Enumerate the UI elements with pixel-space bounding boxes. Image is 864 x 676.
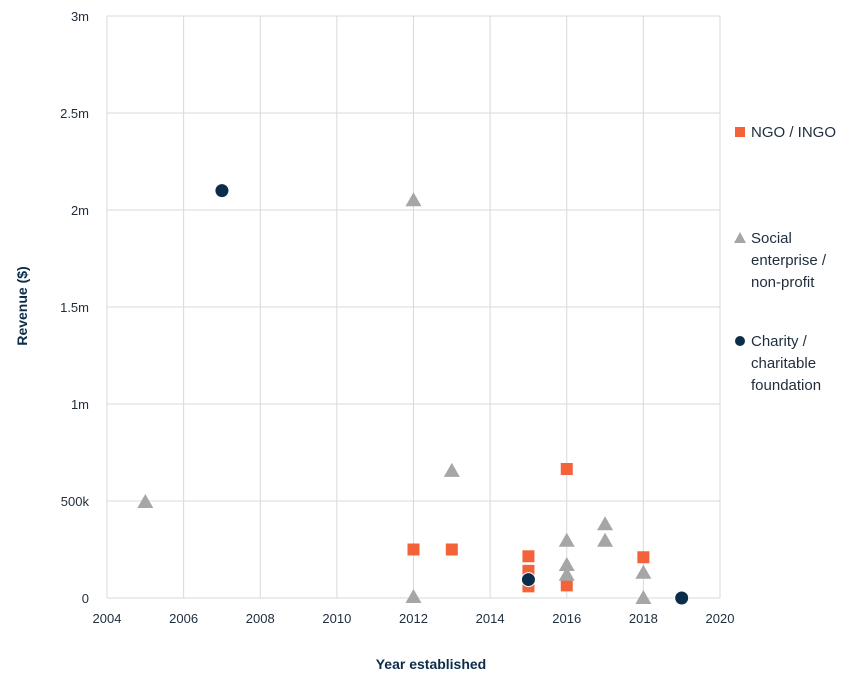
series-triangle xyxy=(137,192,652,604)
legend-square-icon xyxy=(735,127,745,137)
triangle-point xyxy=(635,590,652,604)
circle-point xyxy=(674,590,690,606)
x-tick-label: 2008 xyxy=(246,611,275,626)
square-point xyxy=(560,462,573,475)
circle-point xyxy=(214,183,230,199)
legend: NGO / INGO Social enterprise / non-profit Ch… xyxy=(734,124,836,394)
x-tick-label: 2018 xyxy=(629,611,658,626)
legend-label: Social xyxy=(751,230,792,247)
grid-lines xyxy=(106,15,721,599)
y-tick-label: 500k xyxy=(61,494,90,509)
y-tick-label: 1.5m xyxy=(60,300,89,315)
legend-triangle-icon xyxy=(734,232,746,243)
legend-label: enterprise / xyxy=(751,252,827,269)
triangle-point xyxy=(405,192,422,207)
triangle-point xyxy=(558,532,575,547)
square-point xyxy=(637,551,650,564)
y-tick-label: 3m xyxy=(71,9,89,24)
data-points xyxy=(137,183,690,606)
y-tick-label: 1m xyxy=(71,397,89,412)
triangle-point xyxy=(597,516,614,531)
x-tick-label: 2014 xyxy=(476,611,505,626)
x-tick-label: 2010 xyxy=(322,611,351,626)
square-point xyxy=(560,579,573,592)
y-axis-title: Revenue ($) xyxy=(14,266,30,345)
triangle-point xyxy=(597,532,614,547)
legend-label: NGO / INGO xyxy=(751,124,836,141)
y-tick-label: 0 xyxy=(82,591,89,606)
square-point xyxy=(522,550,535,563)
triangle-point xyxy=(558,566,575,581)
x-tick-labels: 2004 2006 2008 2010 2012 2014 2016 2018 2020 xyxy=(93,611,735,626)
triangle-point xyxy=(137,493,154,508)
legend-label: foundation xyxy=(751,377,821,394)
series-circle xyxy=(214,183,690,606)
legend-label: charitable xyxy=(751,355,816,372)
y-tick-labels: 0 500k 1m 1.5m 2m 2.5m 3m xyxy=(60,9,89,606)
square-point xyxy=(445,543,458,556)
triangle-point xyxy=(443,462,460,477)
y-tick-label: 2m xyxy=(71,203,89,218)
x-tick-label: 2004 xyxy=(93,611,122,626)
legend-label: Charity / xyxy=(751,333,808,350)
triangle-point xyxy=(635,564,652,579)
x-axis-title: Year established xyxy=(376,656,487,672)
x-tick-label: 2012 xyxy=(399,611,428,626)
y-tick-label: 2.5m xyxy=(60,106,89,121)
circle-point xyxy=(520,572,536,588)
legend-label: non-profit xyxy=(751,274,815,291)
triangle-point xyxy=(558,557,575,572)
x-tick-label: 2016 xyxy=(552,611,581,626)
square-point xyxy=(407,543,420,556)
x-tick-label: 2006 xyxy=(169,611,198,626)
triangle-point xyxy=(405,589,422,604)
legend-circle-icon xyxy=(735,336,745,346)
x-tick-label: 2020 xyxy=(706,611,735,626)
